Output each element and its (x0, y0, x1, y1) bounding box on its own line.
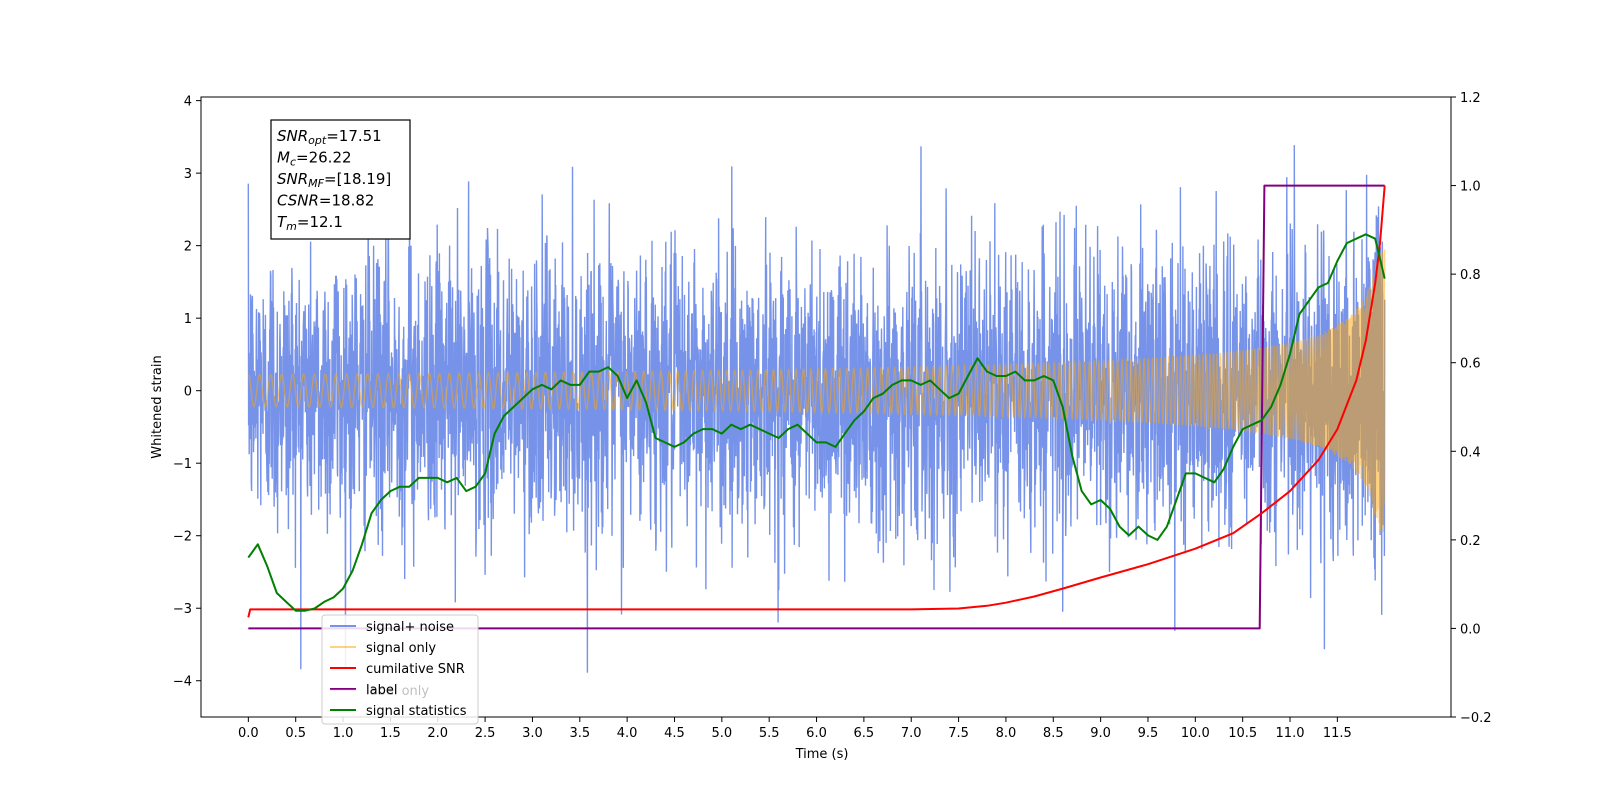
y-tick-label: −4 (173, 675, 192, 690)
y2-tick-label: −0.2 (1460, 711, 1492, 726)
y-tick-label: 0 (184, 385, 192, 400)
legend-frame (321, 614, 479, 725)
plot-frame (200, 96, 1452, 718)
x-tick-label: 5.0 (711, 726, 732, 741)
series-layer (247, 145, 1386, 673)
legend-label: label only (366, 684, 429, 699)
series-signal-only (247, 249, 1386, 533)
legend-entry: signal statistics (330, 704, 467, 719)
x-tick-label: 5.5 (759, 726, 780, 741)
x-tick-label: 11.0 (1276, 726, 1305, 741)
legend-entry: cumilative SNR (330, 662, 465, 677)
y2-tick-label: 1.0 (1460, 180, 1481, 195)
x-tick-label: 9.5 (1138, 726, 1159, 741)
x-tick-label: 0.0 (238, 726, 259, 741)
y2-tick-label: 0.4 (1460, 445, 1481, 460)
y-axis-right: 1.2 1.0 0.8 0.6 0.4 0.2 0.0 −0.2 (1451, 91, 1492, 726)
x-tick-label: 3.5 (569, 726, 590, 741)
x-tick-label: 9.0 (1090, 726, 1111, 741)
y2-tick-label: 0.0 (1460, 622, 1481, 637)
y-tick-label: −3 (173, 602, 192, 617)
series-label (248, 184, 1385, 630)
legend-label: signal only (366, 641, 436, 656)
annotation-line: SNRMF=[18.19] (277, 170, 391, 190)
y-axis-left: 4 3 2 1 0 −1 −2 −3 −4 (173, 95, 201, 690)
y2-tick-label: 0.2 (1460, 534, 1481, 549)
y-tick-label: −2 (173, 530, 192, 545)
legend-label: label (366, 683, 397, 698)
annotation-line: Tm=12.1 (277, 213, 343, 233)
x-tick-label: 7.0 (901, 726, 922, 741)
x-tick-label: 2.0 (427, 726, 448, 741)
y-tick-label: −1 (173, 457, 192, 472)
series-signal-statistics (247, 233, 1386, 612)
y-tick-label: 1 (184, 312, 192, 327)
x-tick-label: 1.0 (333, 726, 354, 741)
x-tick-label: 3.0 (522, 726, 543, 741)
legend-entry: label only (330, 684, 429, 699)
x-tick-label: 10.0 (1181, 726, 1210, 741)
series-cumulative-snr (247, 185, 1386, 618)
x-tick-label: 4.5 (664, 726, 685, 741)
legend: signal+ noise signal only cumilative SNR la… (321, 614, 479, 725)
x-tick-label: 2.5 (475, 726, 496, 741)
y-axis-label: Whitened strain (150, 355, 165, 458)
legend-label: cumilative SNR (366, 662, 465, 677)
x-tick-label: 1.5 (380, 726, 401, 741)
x-tick-label: 8.0 (996, 726, 1017, 741)
annotation-line: Mc=26.22 (277, 149, 352, 169)
y-tick-label: 2 (184, 240, 192, 255)
x-tick-label: 0.5 (285, 726, 306, 741)
legend-entry: signal+ noise (330, 620, 454, 635)
annotation-line: CSNR=18.82 (277, 192, 374, 210)
y-tick-label: 4 (184, 95, 192, 110)
x-tick-label: 4.0 (617, 726, 638, 741)
legend-entry: label (330, 683, 397, 698)
y2-tick-label: 0.6 (1460, 357, 1481, 372)
legend-label: signal+ noise (366, 620, 454, 635)
annotation-frame (270, 119, 411, 240)
y-tick-label: 3 (184, 167, 192, 182)
x-tick-label: 6.0 (806, 726, 827, 741)
legend-entry: signal only (330, 641, 436, 656)
x-tick-label: 7.5 (948, 726, 969, 741)
y2-tick-label: 0.8 (1460, 268, 1481, 283)
x-tick-label: 11.5 (1323, 726, 1352, 741)
legend-label: signal statistics (366, 704, 467, 719)
x-tick-label: 8.5 (1043, 726, 1064, 741)
x-axis-label: Time (s) (795, 747, 849, 762)
annotation-line: SNRopt=17.51 (277, 127, 382, 147)
y2-tick-label: 1.2 (1460, 91, 1481, 106)
x-tick-label: 6.5 (854, 726, 875, 741)
x-axis: 0.0 0.5 1.0 1.5 2.0 2.5 3.0 3.5 4.0 4.5 5.0 5.5 6.0 6… (238, 717, 1352, 741)
x-tick-label: 10.5 (1228, 726, 1257, 741)
